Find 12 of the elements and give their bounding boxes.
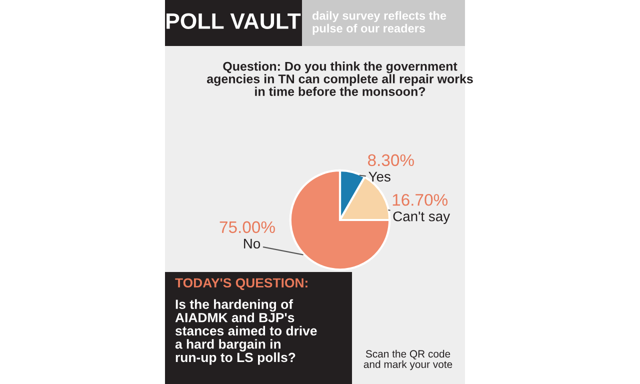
slice-label: Can't say (393, 211, 450, 224)
text: Scan the QR code and mark your vote (364, 350, 452, 370)
slice-label: Yes (368, 172, 390, 182)
text: TODAY'S QUESTION: (175, 278, 308, 290)
slice-label: No (244, 238, 260, 249)
text: Is the hardening of AIADMK and BJP's stances aimed to drive a hard bargain in run-up to LS polls? (175, 299, 317, 365)
data-label: 75.00% (220, 221, 275, 234)
text: Question: Do you think the government agencies in TN can complete all repair works in time before the monsoon? (206, 62, 473, 96)
data-label: 8.30% (368, 154, 414, 166)
pie-slice (289, 169, 391, 271)
chart-title: POLL VAULT (166, 13, 301, 29)
data-label: 16.70% (392, 194, 448, 206)
